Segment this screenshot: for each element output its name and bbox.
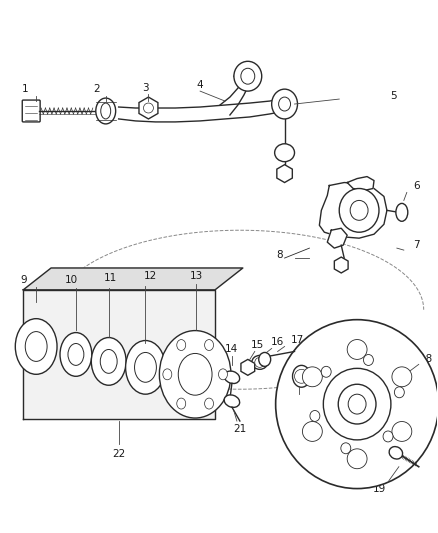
Text: 2: 2 xyxy=(93,84,100,94)
Circle shape xyxy=(302,367,322,387)
Text: 14: 14 xyxy=(225,344,239,354)
Text: 6: 6 xyxy=(413,181,420,190)
Text: 12: 12 xyxy=(144,271,157,281)
Circle shape xyxy=(255,358,265,367)
Ellipse shape xyxy=(163,369,172,380)
Ellipse shape xyxy=(60,333,92,376)
Polygon shape xyxy=(277,165,292,182)
Ellipse shape xyxy=(159,330,231,418)
Text: 7: 7 xyxy=(413,240,420,250)
Polygon shape xyxy=(139,97,158,119)
Ellipse shape xyxy=(134,352,156,382)
Ellipse shape xyxy=(100,350,117,373)
Ellipse shape xyxy=(383,431,393,442)
Ellipse shape xyxy=(178,353,212,395)
Circle shape xyxy=(294,369,308,383)
Ellipse shape xyxy=(177,398,186,409)
Polygon shape xyxy=(241,359,255,375)
Text: 1: 1 xyxy=(22,84,28,94)
Text: 17: 17 xyxy=(291,335,304,344)
Text: 15: 15 xyxy=(251,340,265,350)
Ellipse shape xyxy=(241,68,255,84)
Ellipse shape xyxy=(252,356,268,369)
Text: 4: 4 xyxy=(197,80,203,90)
Ellipse shape xyxy=(259,352,271,366)
Circle shape xyxy=(392,422,412,441)
Ellipse shape xyxy=(339,189,379,232)
Ellipse shape xyxy=(310,410,320,422)
Text: 20: 20 xyxy=(293,399,306,409)
Text: 19: 19 xyxy=(372,483,385,494)
Text: 22: 22 xyxy=(112,449,125,459)
Ellipse shape xyxy=(389,447,403,459)
Text: 11: 11 xyxy=(104,273,117,283)
Ellipse shape xyxy=(177,340,186,351)
Text: 9: 9 xyxy=(20,275,27,285)
Ellipse shape xyxy=(396,204,408,221)
Ellipse shape xyxy=(276,320,438,489)
Ellipse shape xyxy=(275,144,294,161)
Ellipse shape xyxy=(338,384,376,424)
Ellipse shape xyxy=(279,97,290,111)
Circle shape xyxy=(144,103,153,113)
Text: 18: 18 xyxy=(420,354,433,365)
Polygon shape xyxy=(319,182,387,238)
Text: 13: 13 xyxy=(190,271,203,281)
Text: 3: 3 xyxy=(142,83,149,93)
Circle shape xyxy=(392,367,412,387)
Text: 8: 8 xyxy=(276,250,283,260)
Ellipse shape xyxy=(394,387,404,398)
Ellipse shape xyxy=(68,343,84,365)
Text: 5: 5 xyxy=(391,91,397,101)
Text: 16: 16 xyxy=(271,336,284,346)
Polygon shape xyxy=(119,98,285,122)
Polygon shape xyxy=(327,228,347,248)
Ellipse shape xyxy=(224,371,240,384)
Ellipse shape xyxy=(323,368,391,440)
Polygon shape xyxy=(23,290,215,419)
Ellipse shape xyxy=(293,365,311,387)
Ellipse shape xyxy=(91,337,126,385)
Ellipse shape xyxy=(96,98,116,124)
Ellipse shape xyxy=(15,319,57,374)
Polygon shape xyxy=(23,268,243,290)
Ellipse shape xyxy=(350,200,368,220)
Ellipse shape xyxy=(219,369,227,380)
Text: 21: 21 xyxy=(233,424,247,434)
Text: 10: 10 xyxy=(64,275,78,285)
Ellipse shape xyxy=(25,332,47,361)
Ellipse shape xyxy=(205,398,214,409)
Ellipse shape xyxy=(234,61,262,91)
Circle shape xyxy=(347,449,367,469)
Ellipse shape xyxy=(205,340,214,351)
Polygon shape xyxy=(334,257,348,273)
Ellipse shape xyxy=(272,89,297,119)
Polygon shape xyxy=(347,176,374,190)
Circle shape xyxy=(302,422,322,441)
Ellipse shape xyxy=(364,354,374,366)
Ellipse shape xyxy=(321,366,331,377)
Ellipse shape xyxy=(224,395,240,407)
Ellipse shape xyxy=(126,341,165,394)
Circle shape xyxy=(347,340,367,359)
Ellipse shape xyxy=(348,394,366,414)
Ellipse shape xyxy=(341,443,351,454)
FancyBboxPatch shape xyxy=(22,100,40,122)
Ellipse shape xyxy=(101,103,111,119)
